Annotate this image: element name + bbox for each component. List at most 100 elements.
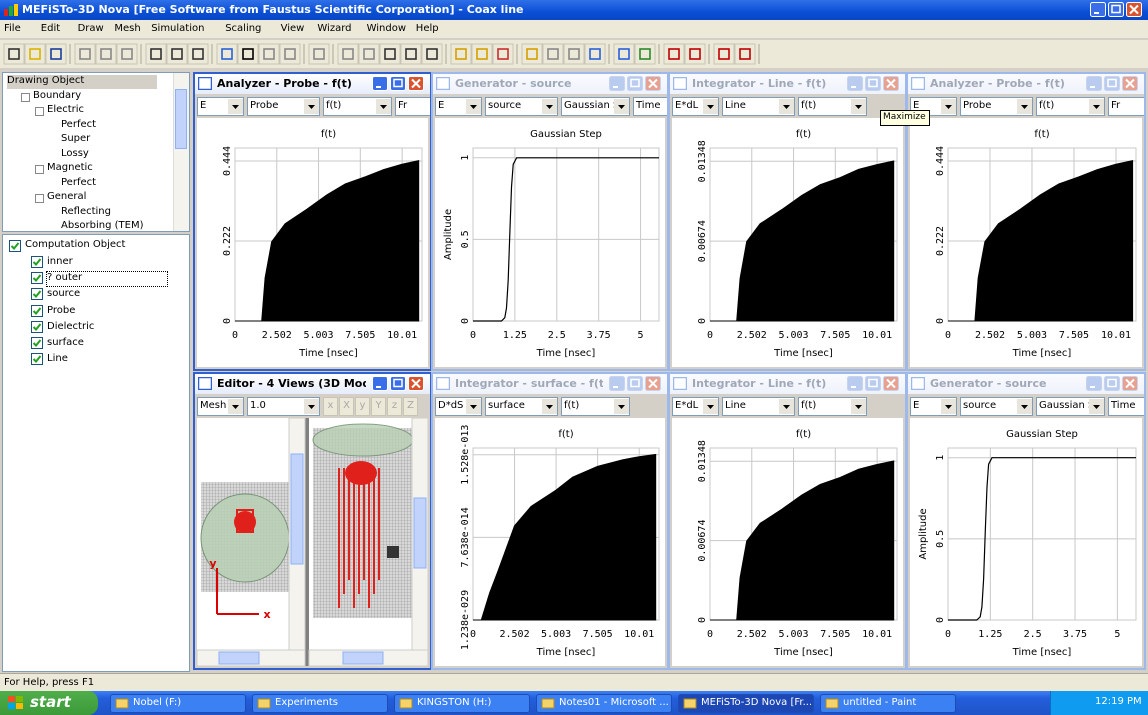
axis-view-button[interactable]: x [323,397,338,416]
toolbar-button[interactable] [46,44,66,64]
tree-item[interactable]: General [47,191,190,205]
checkbox[interactable] [31,321,43,333]
combo-box[interactable]: Time [633,97,669,116]
taskbar-button[interactable]: Experiments [252,694,388,713]
window-max-button[interactable] [1104,76,1120,91]
toolbar-button[interactable] [735,44,755,64]
combo-box[interactable]: f(t) [323,97,392,116]
taskbar-button[interactable]: Nobel (F:) [110,694,246,713]
combo-box[interactable]: f(t) [1036,97,1105,116]
combo-box[interactable]: Line [722,397,795,416]
combo-box[interactable]: Probe [247,97,320,116]
window-min-button[interactable] [372,376,388,391]
combo-box[interactable]: Fr [395,97,432,116]
toolbar-button[interactable] [614,44,634,64]
computation-item[interactable]: Line [47,353,167,367]
combo-box[interactable]: Fr [1108,97,1146,116]
computation-item[interactable]: Probe [47,305,167,319]
computation-item[interactable]: Dielectric [47,321,167,335]
toolbar-button[interactable] [635,44,655,64]
checkbox[interactable] [9,240,21,252]
menu-item[interactable]: Draw [78,23,104,34]
combo-box[interactable]: E [910,397,957,416]
toolbar-button[interactable] [96,44,116,64]
window-max-button[interactable] [627,376,643,391]
tree-item[interactable]: Perfect [61,177,190,191]
menu-item[interactable]: Wizard [317,23,351,34]
window-min-button[interactable] [1086,376,1102,391]
toolbar-button[interactable] [380,44,400,64]
window-max-button[interactable] [865,76,881,91]
window-close-button[interactable] [1122,376,1138,391]
menu-item[interactable]: File [4,23,21,34]
tree-item[interactable]: Perfect [61,119,190,133]
computation-item[interactable]: inner [47,256,167,270]
toolbar-button[interactable] [522,44,542,64]
toolbar-button[interactable] [259,44,279,64]
toolbar-button[interactable] [280,44,300,64]
tree-item[interactable]: Boundary [33,90,183,104]
checkbox[interactable] [31,272,43,284]
toolbar-button[interactable] [451,44,471,64]
combo-box[interactable]: 1.0 [247,397,320,416]
window-min-button[interactable] [1090,2,1106,17]
window-max-button[interactable] [1108,2,1124,17]
computation-item[interactable]: surface [47,337,167,351]
combo-box[interactable]: Mesh [197,397,244,416]
window-close-button[interactable] [645,76,661,91]
window-close-button[interactable] [883,76,899,91]
taskbar-button[interactable]: Notes01 - Microsoft ... [536,694,672,713]
combo-box[interactable]: Gaussian St [561,97,630,116]
window-max-button[interactable] [865,376,881,391]
toolbar-button[interactable] [472,44,492,64]
tree-item[interactable]: Magnetic [47,162,190,176]
window-close-button[interactable] [1126,2,1142,17]
computation-item[interactable]: source [47,288,167,302]
menu-item[interactable]: View [281,23,305,34]
tree-expander[interactable] [35,194,44,203]
menu-item[interactable]: Scaling [225,23,261,34]
tree-item[interactable]: Drawing Object [7,75,157,89]
axis-view-button[interactable]: Z [403,397,418,416]
checkbox[interactable] [31,256,43,268]
combo-box[interactable]: surface [485,397,558,416]
window-min-button[interactable] [847,376,863,391]
toolbar-button[interactable] [4,44,24,64]
axis-view-button[interactable]: X [339,397,354,416]
window-max-button[interactable] [627,76,643,91]
tree-item[interactable]: Lossy [61,148,190,162]
axis-view-button[interactable]: Y [371,397,386,416]
combo-box[interactable]: Time [1108,397,1146,416]
combo-box[interactable]: source [960,397,1033,416]
tree-item[interactable]: Electric [47,104,190,118]
window-close-button[interactable] [645,376,661,391]
toolbar-button[interactable] [117,44,137,64]
toolbar-button[interactable] [564,44,584,64]
toolbar-button[interactable] [238,44,258,64]
toolbar-button[interactable] [309,44,329,64]
menu-item[interactable]: Edit [41,23,60,34]
window-close-button[interactable] [408,376,424,391]
toolbar-button[interactable] [585,44,605,64]
toolbar-button[interactable] [146,44,166,64]
checkbox[interactable] [31,353,43,365]
toolbar-button[interactable] [188,44,208,64]
taskbar-button[interactable]: untitled - Paint [820,694,956,713]
combo-box[interactable]: f(t) [561,397,630,416]
window-min-button[interactable] [609,76,625,91]
checkbox[interactable] [31,305,43,317]
combo-box[interactable]: f(t) [798,97,867,116]
tree-expander[interactable] [35,165,44,174]
window-min-button[interactable] [609,376,625,391]
toolbar-button[interactable] [167,44,187,64]
toolbar-button[interactable] [714,44,734,64]
combo-box[interactable]: Probe [960,97,1033,116]
tree-expander[interactable] [21,93,30,102]
start-button[interactable]: start [0,691,98,715]
combo-box[interactable]: D*dS [435,397,482,416]
combo-box[interactable]: E [435,97,482,116]
toolbar-button[interactable] [664,44,684,64]
axis-view-button[interactable]: y [355,397,370,416]
checkbox[interactable] [31,288,43,300]
combo-box[interactable]: Line [722,97,795,116]
